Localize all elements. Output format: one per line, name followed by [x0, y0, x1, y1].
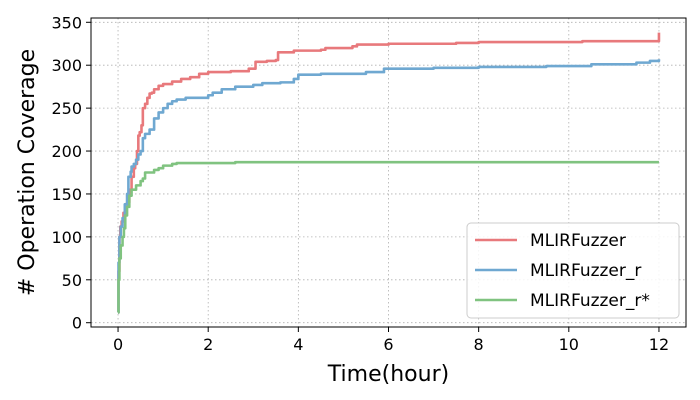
legend-label-1: MLIRFuzzer_r	[530, 261, 641, 281]
x-tick-label: 2	[203, 335, 213, 354]
series-line-2	[117, 160, 659, 314]
series-line-1	[117, 59, 661, 314]
y-tick-label: 200	[51, 142, 82, 161]
y-tick-label: 0	[72, 314, 82, 333]
x-tick-label: 12	[649, 335, 669, 354]
y-tick-label: 350	[51, 13, 82, 32]
series-lines	[117, 32, 661, 314]
y-tick-label: 100	[51, 228, 82, 247]
y-tick-label: 300	[51, 56, 82, 75]
x-tick-label: 8	[474, 335, 484, 354]
x-tick-label: 10	[559, 335, 579, 354]
x-axis-title: Time(hour)	[327, 362, 449, 387]
x-tick-label: 4	[293, 335, 303, 354]
x-tick-label: 0	[113, 335, 123, 354]
y-tick-label: 50	[62, 271, 82, 290]
y-tick-label: 150	[51, 185, 82, 204]
legend-box	[466, 222, 680, 319]
x-tick-label: 6	[383, 335, 393, 354]
y-tick-label: 250	[51, 99, 82, 118]
legend-label-2: MLIRFuzzer_r*	[530, 291, 650, 311]
legend: MLIRFuzzer MLIRFuzzer_r MLIRFuzzer_r*	[466, 222, 680, 319]
axis-ticks: 0 2 4 6 8 10 12 0 50 100 150 200 250 300 350	[51, 13, 669, 354]
legend-label-0: MLIRFuzzer	[530, 231, 626, 251]
y-axis-title: # Operation Coverage	[15, 49, 40, 296]
